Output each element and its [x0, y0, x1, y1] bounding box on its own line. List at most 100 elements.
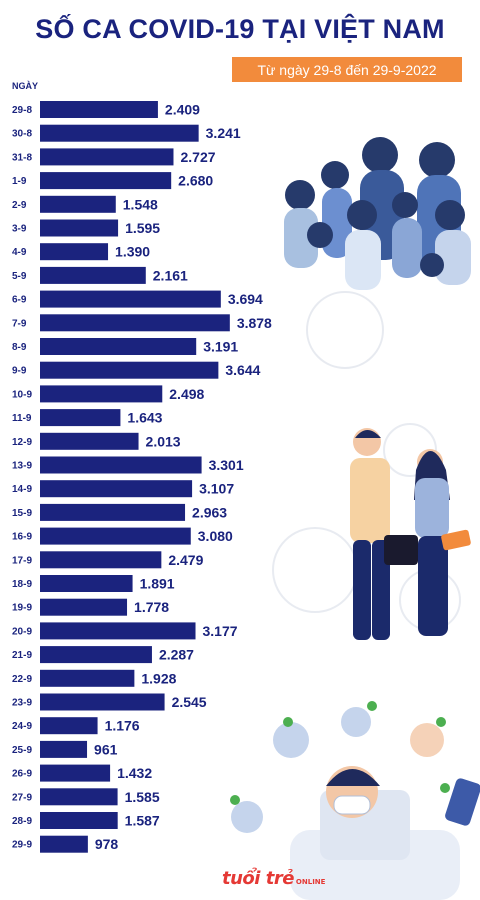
bar: [40, 812, 118, 829]
value-label: 3.080: [198, 528, 233, 544]
value-label: 3.177: [203, 623, 238, 639]
bar: [40, 124, 199, 142]
category-label: 26-9: [12, 769, 32, 780]
category-label: 3-9: [12, 224, 27, 235]
couple-illustration: [350, 428, 471, 640]
bar: [40, 385, 163, 403]
bar: [40, 717, 98, 735]
bar: [40, 361, 219, 379]
value-label: 3.694: [228, 291, 263, 307]
value-label: 2.013: [146, 433, 181, 449]
bar: [40, 266, 146, 284]
bar: [40, 527, 191, 545]
value-label: 3.301: [209, 457, 244, 473]
value-label: 2.479: [168, 552, 203, 568]
bar: [40, 646, 152, 664]
bar: [40, 101, 158, 118]
bar: [40, 598, 128, 616]
value-label: 2.727: [180, 149, 215, 165]
category-label: 9-9: [12, 366, 27, 377]
value-label: 1.390: [115, 244, 150, 260]
category-label: 4-9: [12, 247, 27, 258]
category-label: 12-9: [12, 437, 32, 448]
category-label: 30-8: [12, 129, 32, 140]
value-label: 1.595: [125, 220, 160, 236]
category-label: 27-9: [12, 792, 32, 803]
logo-text: tuổi trẻ: [222, 868, 294, 889]
bar: [40, 503, 186, 521]
category-label: 29-9: [12, 840, 32, 851]
category-label: 7-9: [12, 318, 27, 329]
category-label: 5-9: [12, 271, 27, 282]
value-label: 2.963: [192, 504, 227, 520]
bar: [40, 835, 88, 853]
value-label: 2.545: [172, 694, 207, 710]
category-label: 24-9: [12, 721, 32, 732]
bar: [40, 740, 88, 758]
value-label: 1.585: [125, 789, 160, 805]
value-label: 3.191: [203, 339, 238, 355]
logo-sub: ONLINE: [295, 878, 326, 886]
category-label: 13-9: [12, 461, 32, 472]
bar: [40, 172, 172, 190]
page-title: SỐ CA COVID-19 TẠI VIỆT NAM: [35, 14, 445, 44]
category-label: 18-9: [12, 579, 32, 590]
bar: [40, 788, 118, 806]
category-label: 6-9: [12, 295, 27, 306]
date-range-badge: Từ ngày 29-8 đến 29-9-2022: [232, 57, 462, 82]
bar: [40, 148, 174, 166]
value-label: 2.161: [153, 267, 188, 283]
category-label: 2-9: [12, 200, 27, 211]
category-label: 16-9: [12, 532, 32, 543]
category-label: 10-9: [12, 389, 32, 400]
bar: [40, 409, 121, 427]
value-label: 1.778: [134, 599, 169, 615]
value-label: 3.107: [199, 481, 234, 497]
bar: [40, 480, 193, 498]
category-label: 29-8: [12, 105, 32, 116]
value-label: 1.176: [105, 718, 140, 734]
category-label: 1-9: [12, 176, 27, 187]
value-label: 3.878: [237, 315, 272, 331]
bar: [40, 338, 197, 355]
crowd-illustration: [284, 137, 471, 290]
value-label: 1.548: [123, 196, 158, 212]
bar: [40, 622, 196, 640]
value-label: 961: [94, 741, 118, 757]
category-label: 22-9: [12, 674, 32, 685]
value-label: 2.287: [159, 647, 194, 663]
bar: [40, 456, 202, 474]
tuoi-tre-online-logo: tuổi trẻ ONLINE: [222, 868, 325, 889]
bar: [40, 219, 119, 237]
bar: [40, 195, 116, 213]
bar: [40, 669, 135, 687]
value-label: 2.409: [165, 102, 200, 118]
category-label: 31-8: [12, 152, 32, 163]
value-label: 1.587: [125, 813, 160, 829]
bar: [40, 693, 165, 711]
bar: [40, 764, 111, 782]
value-label: 2.680: [178, 173, 213, 189]
category-label: 14-9: [12, 484, 32, 495]
category-label: 20-9: [12, 626, 32, 637]
bar: [40, 290, 221, 308]
y-axis-label: NGÀY: [12, 81, 39, 91]
category-label: 25-9: [12, 745, 32, 756]
value-label: 978: [95, 836, 119, 852]
value-label: 3.241: [206, 125, 241, 141]
category-label: 23-9: [12, 698, 32, 709]
bar: [40, 314, 230, 332]
doctor-illustration: [230, 701, 480, 900]
category-label: 17-9: [12, 555, 32, 566]
category-label: 19-9: [12, 603, 32, 614]
category-label: 8-9: [12, 342, 27, 353]
bar: [40, 243, 109, 261]
category-label: 28-9: [12, 816, 32, 827]
value-label: 1.928: [141, 670, 176, 686]
bar: [40, 551, 162, 569]
value-label: 2.498: [169, 386, 204, 402]
value-label: 1.643: [127, 410, 162, 426]
category-label: 11-9: [12, 413, 32, 424]
